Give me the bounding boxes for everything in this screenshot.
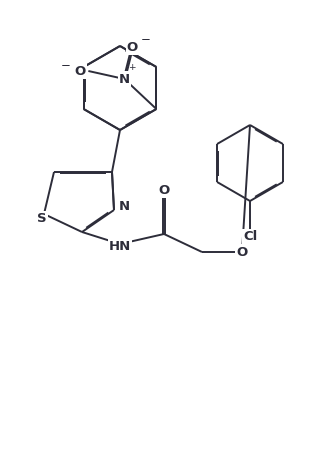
Text: O: O bbox=[158, 183, 170, 197]
Text: −: − bbox=[60, 58, 70, 72]
Text: −: − bbox=[141, 34, 150, 47]
Text: O: O bbox=[236, 246, 248, 259]
Text: N: N bbox=[119, 72, 130, 86]
Text: O: O bbox=[75, 64, 86, 77]
Text: N: N bbox=[119, 201, 130, 213]
Text: Cl: Cl bbox=[243, 231, 257, 244]
Text: HN: HN bbox=[109, 240, 131, 252]
Text: S: S bbox=[37, 212, 47, 226]
Text: +: + bbox=[128, 63, 135, 72]
Text: O: O bbox=[127, 40, 138, 53]
